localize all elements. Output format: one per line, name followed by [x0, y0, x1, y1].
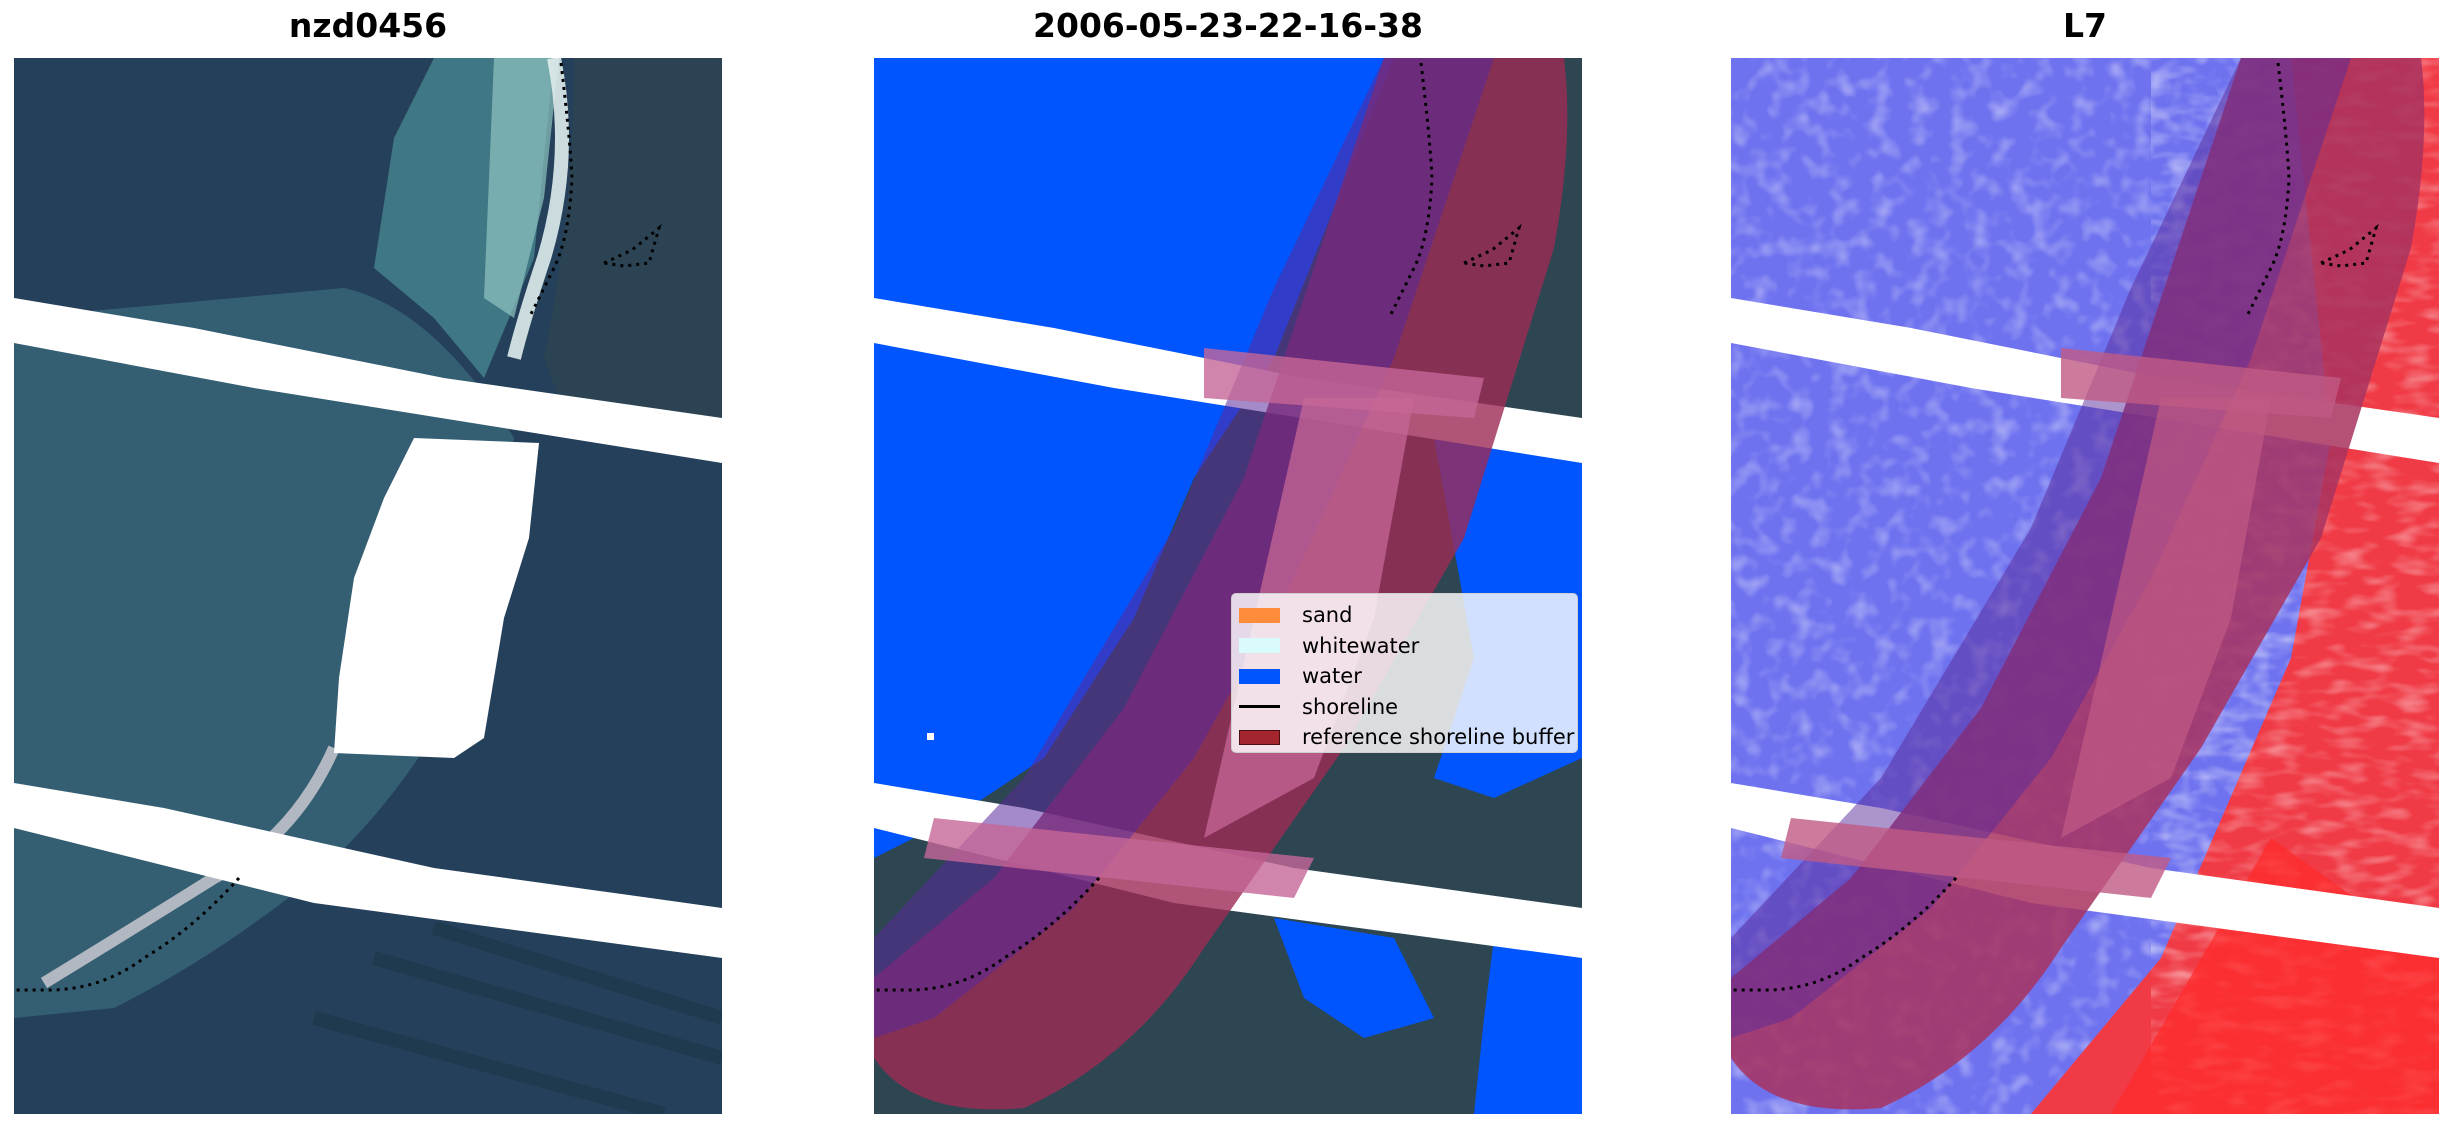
rgb-image-panel [14, 58, 722, 1114]
classification-image [874, 58, 1582, 1114]
legend-item-shoreline: shoreline [1239, 692, 1577, 723]
index-image [1731, 58, 2439, 1114]
legend-label-water: water [1302, 664, 1362, 689]
legend-swatch-shoreline [1239, 705, 1280, 709]
legend-item-whitewater: whitewater [1239, 631, 1577, 662]
legend-swatch-water [1239, 668, 1280, 684]
index-panel [1731, 58, 2439, 1114]
legend-item-water: water [1239, 661, 1577, 692]
legend-swatch-reference-buffer [1239, 729, 1280, 745]
legend-item-sand: sand [1239, 600, 1577, 631]
panel-title-classification: 2006-05-23-22-16-38 [1033, 6, 1423, 45]
rgb-image [14, 58, 722, 1114]
panel-title-rgb: nzd0456 [288, 6, 448, 45]
legend-swatch-sand [1239, 607, 1280, 623]
legend-item-reference-buffer: reference shoreline buffer [1239, 722, 1577, 753]
classification-panel [874, 58, 1582, 1114]
legend-label-shoreline: shoreline [1302, 694, 1399, 719]
legend-label-sand: sand [1302, 603, 1353, 628]
legend-swatch-whitewater [1239, 638, 1280, 654]
legend-label-reference-buffer: reference shoreline buffer [1302, 725, 1575, 750]
legend: sand whitewater water shoreline referenc… [1231, 593, 1578, 753]
legend-label-whitewater: whitewater [1302, 633, 1420, 658]
panel-title-index: L7 [2063, 6, 2107, 45]
